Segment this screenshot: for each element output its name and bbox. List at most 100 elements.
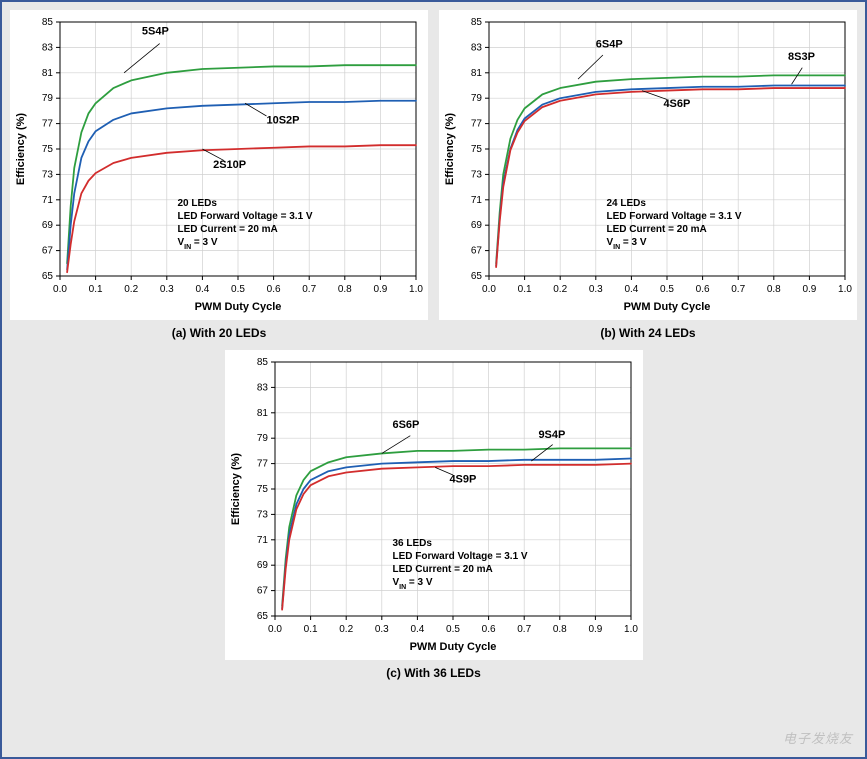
x-tick-label: 0.5 [231, 284, 245, 295]
info-line: LED Forward Voltage = 3.1 V [392, 551, 527, 562]
y-axis-label: Efficiency (%) [15, 113, 27, 185]
y-tick-label: 67 [256, 586, 268, 597]
y-tick-label: 81 [256, 408, 268, 419]
y-tick-label: 69 [256, 560, 268, 571]
series-label-6S4P: 6S4P [596, 38, 623, 50]
y-tick-label: 79 [256, 433, 268, 444]
y-tick-label: 71 [256, 535, 268, 546]
x-tick-label: 0.7 [517, 624, 531, 635]
y-tick-label: 65 [42, 271, 54, 282]
caption-b: (b) With 24 LEDs [439, 326, 857, 340]
x-axis-label: PWM Duty Cycle [409, 641, 496, 653]
x-tick-label: 0.9 [588, 624, 602, 635]
panel-a-wrap: 0.0 0.1 0.2 0.3 0.4 0.5 0.6 0.7 0.8 0.9 1.0 65 67 69 7… [10, 10, 428, 350]
series-label-4S9P: 4S9P [449, 474, 476, 486]
x-tick-label: 0.0 [53, 284, 67, 295]
x-tick-label: 0.2 [553, 284, 567, 295]
y-tick-label: 77 [256, 459, 268, 470]
x-tick-label: 0.2 [124, 284, 138, 295]
series-label-5S4P: 5S4P [142, 26, 169, 38]
x-tick-label: 0.8 [767, 284, 781, 295]
y-tick-label: 75 [42, 144, 54, 155]
info-line: 20 LEDs [177, 198, 217, 209]
y-tick-label: 73 [42, 169, 54, 180]
y-tick-label: 85 [256, 357, 268, 368]
y-tick-label: 79 [471, 93, 483, 104]
y-tick-label: 81 [42, 68, 54, 79]
x-tick-label: 0.1 [518, 284, 532, 295]
y-tick-label: 75 [471, 144, 483, 155]
series-label-4S6P: 4S6P [663, 98, 690, 110]
x-tick-label: 0.4 [195, 284, 209, 295]
info-line: 36 LEDs [392, 538, 432, 549]
info-line: LED Forward Voltage = 3.1 V [606, 211, 741, 222]
x-tick-label: 0.9 [802, 284, 816, 295]
x-axis-label: PWM Duty Cycle [624, 301, 711, 313]
x-tick-label: 0.0 [482, 284, 496, 295]
x-tick-label: 1.0 [838, 284, 852, 295]
x-tick-label: 0.5 [660, 284, 674, 295]
y-tick-label: 77 [42, 119, 54, 130]
x-tick-label: 0.4 [410, 624, 424, 635]
y-tick-label: 85 [42, 17, 54, 28]
y-tick-label: 73 [256, 509, 268, 520]
x-tick-label: 0.0 [268, 624, 282, 635]
caption-a: (a) With 20 LEDs [10, 326, 428, 340]
y-tick-label: 67 [471, 246, 483, 257]
figure-container: 0.0 0.1 0.2 0.3 0.4 0.5 0.6 0.7 0.8 0.9 1.0 65 67 69 7… [0, 0, 867, 759]
x-tick-label: 0.1 [303, 624, 317, 635]
info-line: LED Current = 20 mA [606, 224, 706, 235]
watermark: 电子发烧友 [783, 728, 853, 747]
x-tick-label: 0.5 [446, 624, 460, 635]
panel-b-wrap: 0.0 0.1 0.2 0.3 0.4 0.5 0.6 0.7 0.8 0.9 1.0 65 67 69 7… [439, 10, 857, 350]
x-tick-label: 1.0 [409, 284, 423, 295]
series-label-6S6P: 6S6P [392, 419, 419, 431]
x-tick-label: 0.3 [160, 284, 174, 295]
x-tick-label: 0.7 [731, 284, 745, 295]
y-tick-label: 71 [42, 195, 54, 206]
x-tick-label: 0.1 [89, 284, 103, 295]
y-tick-label: 65 [256, 611, 268, 622]
y-tick-label: 85 [471, 17, 483, 28]
info-line: LED Current = 20 mA [392, 564, 492, 575]
y-tick-label: 79 [42, 93, 54, 104]
x-tick-label: 0.7 [302, 284, 316, 295]
x-tick-label: 0.9 [373, 284, 387, 295]
panel-b: 0.0 0.1 0.2 0.3 0.4 0.5 0.6 0.7 0.8 0.9 1.0 65 67 69 7… [439, 10, 857, 320]
x-tick-label: 1.0 [624, 624, 638, 635]
x-tick-label: 0.8 [338, 284, 352, 295]
y-tick-label: 83 [471, 42, 483, 53]
series-label-9S4P: 9S4P [538, 429, 565, 441]
info-line: LED Forward Voltage = 3.1 V [177, 211, 312, 222]
caption-c: (c) With 36 LEDs [386, 666, 481, 680]
x-tick-label: 0.6 [481, 624, 495, 635]
y-tick-label: 77 [471, 119, 483, 130]
x-tick-label: 0.6 [696, 284, 710, 295]
x-tick-label: 0.3 [374, 624, 388, 635]
panel-c: 0.0 0.1 0.2 0.3 0.4 0.5 0.6 0.7 0.8 0.9 1.0 65 67 69 7… [225, 350, 643, 660]
x-tick-label: 0.2 [339, 624, 353, 635]
y-tick-label: 67 [42, 246, 54, 257]
series-label-2S10P: 2S10P [213, 159, 246, 171]
y-tick-label: 69 [42, 220, 54, 231]
top-row: 0.0 0.1 0.2 0.3 0.4 0.5 0.6 0.7 0.8 0.9 1.0 65 67 69 7… [10, 10, 857, 350]
bottom-row: 0.0 0.1 0.2 0.3 0.4 0.5 0.6 0.7 0.8 0.9 1.0 65 67 69 7… [10, 350, 857, 690]
y-tick-label: 83 [42, 42, 54, 53]
x-tick-label: 0.3 [589, 284, 603, 295]
y-tick-label: 73 [471, 169, 483, 180]
y-tick-label: 71 [471, 195, 483, 206]
series-label-10S2P: 10S2P [266, 115, 299, 127]
y-tick-label: 69 [471, 220, 483, 231]
y-axis-label: Efficiency (%) [444, 113, 456, 185]
info-line: 24 LEDs [606, 198, 646, 209]
x-axis-label: PWM Duty Cycle [195, 301, 282, 313]
y-tick-label: 83 [256, 382, 268, 393]
y-axis-label: Efficiency (%) [230, 453, 242, 525]
y-tick-label: 75 [256, 484, 268, 495]
x-tick-label: 0.8 [552, 624, 566, 635]
panel-a: 0.0 0.1 0.2 0.3 0.4 0.5 0.6 0.7 0.8 0.9 1.0 65 67 69 7… [10, 10, 428, 320]
y-tick-label: 81 [471, 68, 483, 79]
x-tick-label: 0.4 [624, 284, 638, 295]
x-tick-label: 0.6 [267, 284, 281, 295]
y-tick-label: 65 [471, 271, 483, 282]
